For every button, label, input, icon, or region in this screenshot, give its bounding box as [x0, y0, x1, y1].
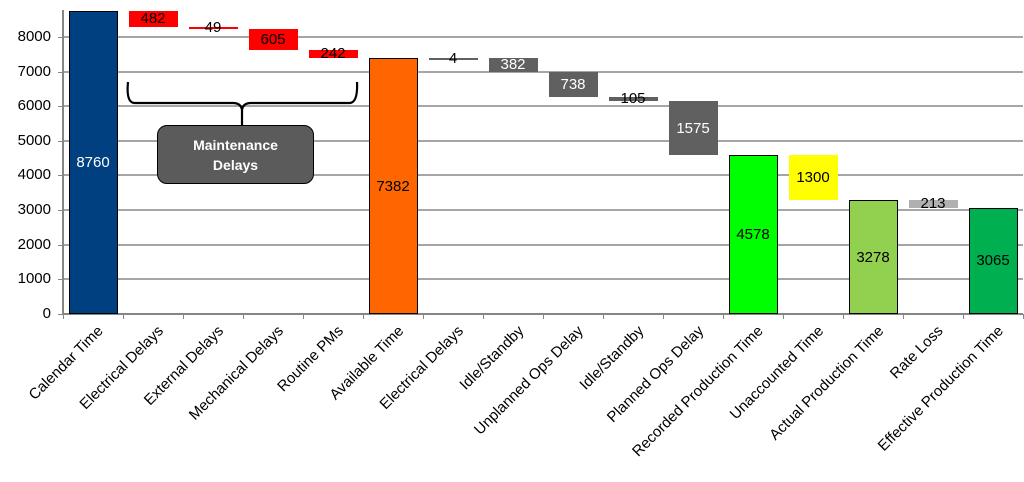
y-tick-label: 7000: [17, 62, 51, 80]
y-tick-label: 1000: [17, 270, 51, 288]
gridline: [63, 209, 1023, 212]
y-tick: [58, 71, 63, 73]
bar-value-label: 1575: [676, 119, 710, 137]
bar-rate-loss: 213: [908, 195, 958, 212]
x-tick: [183, 314, 184, 319]
x-axis-line: [62, 313, 1023, 315]
bar-mechanical-delays: 605: [248, 29, 298, 50]
callout-line-1: Maintenance: [193, 136, 278, 153]
x-tick: [303, 314, 304, 319]
y-tick-label: 6000: [17, 97, 51, 115]
x-tick: [123, 314, 124, 319]
bar-value-label: 3065: [976, 252, 1010, 270]
y-tick: [58, 140, 63, 142]
gridline: [63, 70, 1023, 73]
x-tick: [483, 314, 484, 319]
bar-value-label: 8760: [76, 153, 110, 171]
y-tick: [58, 244, 63, 246]
y-tick-label: 5000: [17, 131, 51, 149]
bar-idle-standby: 105: [608, 90, 658, 107]
bar-value-label: 605: [260, 30, 286, 48]
bar-value-label: 4578: [736, 226, 770, 244]
y-tick: [58, 175, 63, 177]
bar-value-label: 1300: [796, 169, 830, 187]
bar-value-label: 242: [320, 45, 346, 63]
maintenance-delays-callout: Maintenance Delays: [157, 125, 314, 184]
y-tick-label: 8000: [17, 27, 51, 45]
x-tick-label: Actual Production Time: [765, 322, 888, 444]
gridline: [63, 174, 1023, 177]
gridline: [63, 35, 1023, 38]
bar-actual-production-time: 3278: [848, 200, 898, 314]
bar-value-label: 4: [448, 50, 458, 68]
y-tick-label: 2000: [17, 235, 51, 253]
bar-value-label: 482: [140, 10, 166, 28]
y-tick: [58, 106, 63, 108]
y-tick: [58, 279, 63, 281]
x-tick: [603, 314, 604, 319]
y-tick-label: 3000: [17, 201, 51, 219]
bar-value-label: 738: [560, 75, 586, 93]
callout-line-2: Delays: [212, 156, 259, 173]
x-tick-label: Effective Production Time: [874, 322, 1008, 455]
x-tick-label: Unplanned Ops Delay: [471, 322, 588, 439]
gridline: [63, 243, 1023, 246]
x-tick: [663, 314, 664, 319]
x-tick-label: Rate Loss: [887, 322, 948, 383]
bar-value-label: 105: [620, 90, 646, 108]
y-tick: [58, 210, 63, 212]
bar-electrical-delays: 482: [128, 10, 178, 28]
x-tick: [963, 314, 964, 319]
bar-value-label: 3278: [856, 248, 890, 266]
bar-planned-ops-delay: 1575: [668, 100, 718, 156]
bar-value-label: 213: [920, 195, 946, 213]
x-tick: [723, 314, 724, 319]
bar-external-delays: 49: [188, 19, 238, 36]
y-tick: [58, 314, 63, 315]
gridline: [63, 139, 1023, 142]
bar-calendar-time: 8760: [68, 10, 118, 314]
y-tick: [58, 36, 63, 38]
y-axis-line: [62, 10, 64, 315]
brace-icon: [126, 81, 359, 126]
bar-unaccounted-time: 1300: [788, 155, 838, 201]
gridline: [63, 278, 1023, 281]
bar-value-label: 49: [204, 19, 222, 37]
x-tick: [423, 314, 424, 319]
bar-idle-standby: 382: [488, 56, 538, 74]
x-tick: [363, 314, 364, 319]
gridline: [63, 105, 1023, 108]
bar-value-label: 7382: [376, 177, 410, 195]
x-tick: [63, 314, 64, 319]
x-tick: [903, 314, 904, 319]
bar-effective-production-time: 3065: [968, 207, 1018, 314]
x-tick: [543, 314, 544, 319]
bar-unplanned-ops-delay: 738: [548, 71, 598, 98]
bar-electrical-delays: 4: [428, 50, 478, 67]
bar-routine-pms: 242: [308, 45, 358, 62]
x-tick: [783, 314, 784, 319]
y-tick-label: 4000: [17, 166, 51, 184]
x-tick: [243, 314, 244, 319]
bar-value-label: 382: [500, 56, 526, 74]
y-tick-label: 0: [42, 305, 51, 322]
x-tick: [843, 314, 844, 319]
bar-available-time: 7382: [368, 58, 418, 314]
bar-recorded-production-time: 4578: [728, 155, 778, 314]
